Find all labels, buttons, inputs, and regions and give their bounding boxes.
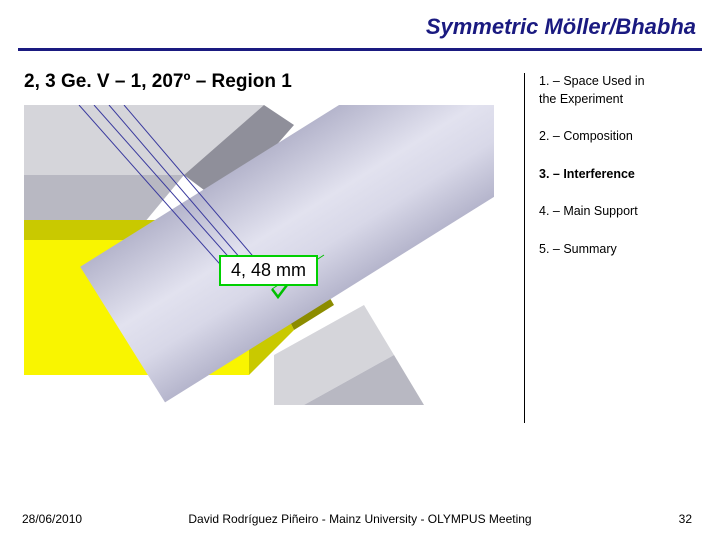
nav-item-text: 4. – Main Support (539, 204, 638, 218)
main-content: 2, 3 Ge. V – 1, 207º – Region 1 (0, 51, 720, 423)
footer: 28/06/2010 David Rodríguez Piñeiro - Mai… (0, 512, 720, 526)
footer-page: 32 (679, 512, 692, 526)
nav-item-4: 4. – Main Support (539, 203, 645, 221)
nav-item-5: 5. – Summary (539, 241, 645, 259)
footer-date: 28/06/2010 (22, 512, 82, 526)
slide-subtitle: 2, 3 Ge. V – 1, 207º – Region 1 (24, 71, 524, 93)
nav-item-2: 2. – Composition (539, 128, 645, 146)
nav-item-text: 3. – Interference (539, 167, 635, 181)
footer-center: David Rodríguez Piñeiro - Mainz Universi… (0, 512, 720, 526)
dimension-label: 4, 48 mm (219, 255, 318, 286)
nav-item-text: 5. – Summary (539, 242, 617, 256)
page-title: Symmetric Möller/Bhabha (426, 14, 696, 39)
nav-item-text: 2. – Composition (539, 129, 633, 143)
cad-figure: 4, 48 mm (24, 105, 494, 405)
right-column: 1. – Space Used in the Experiment 2. – C… (524, 71, 704, 423)
nav-item-3: 3. – Interference (539, 166, 645, 184)
nav-item-1: 1. – Space Used in the Experiment (539, 73, 645, 108)
nav-divider (524, 73, 525, 423)
nav-item-text: the Experiment (539, 92, 623, 106)
left-column: 2, 3 Ge. V – 1, 207º – Region 1 (24, 71, 524, 423)
nav-item-text: 1. – Space Used in (539, 74, 645, 88)
nav-list: 1. – Space Used in the Experiment 2. – C… (539, 73, 645, 423)
